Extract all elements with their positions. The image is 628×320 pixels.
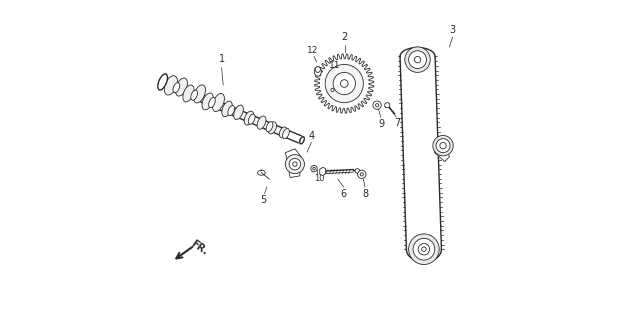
Circle shape — [418, 244, 430, 255]
Circle shape — [405, 47, 430, 72]
Circle shape — [385, 103, 390, 108]
Ellipse shape — [158, 74, 168, 90]
Circle shape — [413, 238, 435, 260]
Text: 5: 5 — [261, 195, 267, 205]
Text: 3: 3 — [450, 25, 456, 35]
Ellipse shape — [266, 122, 273, 132]
Text: 4: 4 — [308, 131, 315, 141]
Circle shape — [285, 155, 305, 174]
Ellipse shape — [300, 137, 305, 144]
Ellipse shape — [212, 93, 224, 112]
Circle shape — [414, 56, 421, 63]
Ellipse shape — [248, 114, 255, 124]
Circle shape — [333, 72, 355, 95]
Text: 12: 12 — [307, 46, 318, 55]
Circle shape — [440, 142, 447, 149]
Ellipse shape — [228, 106, 234, 116]
Circle shape — [311, 165, 317, 172]
Ellipse shape — [279, 127, 287, 138]
Circle shape — [376, 104, 379, 107]
Ellipse shape — [183, 85, 194, 102]
Text: 11: 11 — [329, 61, 341, 70]
Ellipse shape — [173, 83, 180, 93]
Ellipse shape — [257, 116, 266, 129]
Circle shape — [340, 80, 348, 87]
Text: 7: 7 — [394, 118, 400, 128]
Ellipse shape — [315, 67, 322, 76]
Polygon shape — [434, 139, 450, 162]
Text: 8: 8 — [362, 189, 368, 199]
Ellipse shape — [191, 90, 198, 100]
Text: FR.: FR. — [189, 238, 210, 257]
Ellipse shape — [175, 78, 187, 96]
Circle shape — [421, 247, 426, 252]
Ellipse shape — [165, 76, 178, 95]
Circle shape — [355, 169, 360, 173]
Circle shape — [293, 162, 297, 166]
Text: 2: 2 — [342, 32, 348, 42]
Ellipse shape — [222, 101, 232, 117]
Ellipse shape — [234, 105, 243, 120]
Circle shape — [409, 51, 426, 68]
Ellipse shape — [208, 98, 215, 108]
Ellipse shape — [283, 129, 290, 139]
Circle shape — [409, 234, 439, 265]
Circle shape — [331, 88, 334, 92]
Circle shape — [373, 101, 381, 109]
Ellipse shape — [244, 111, 254, 125]
Text: 10: 10 — [314, 174, 325, 183]
Polygon shape — [285, 149, 301, 178]
Circle shape — [433, 135, 453, 156]
Circle shape — [313, 167, 315, 170]
Circle shape — [436, 139, 450, 153]
Polygon shape — [320, 167, 325, 176]
Circle shape — [325, 64, 364, 103]
Circle shape — [289, 158, 301, 170]
Ellipse shape — [202, 93, 214, 110]
Circle shape — [360, 173, 364, 176]
Ellipse shape — [315, 67, 320, 72]
Text: 9: 9 — [379, 119, 384, 129]
Text: 6: 6 — [340, 189, 347, 199]
Text: 1: 1 — [219, 54, 225, 64]
Ellipse shape — [193, 85, 205, 103]
Ellipse shape — [268, 122, 276, 134]
Circle shape — [358, 170, 366, 179]
